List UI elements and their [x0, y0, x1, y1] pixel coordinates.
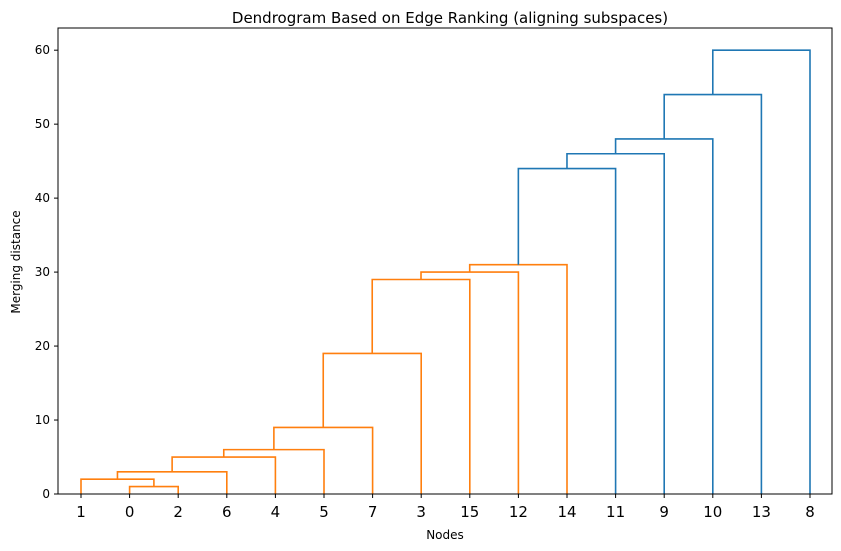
y-tick-label: 30: [35, 265, 50, 279]
plot-frame: [57, 27, 833, 495]
y-tick-label: 10: [35, 413, 50, 427]
x-tick-label: 0: [125, 503, 135, 521]
y-tick-label: 20: [35, 339, 50, 353]
x-tick-label: 11: [606, 503, 625, 521]
x-tick-label: 5: [319, 503, 329, 521]
y-tick-label: 60: [35, 43, 50, 57]
y-tick-label: 0: [42, 487, 50, 501]
dendrogram-link-3: [171, 456, 277, 494]
x-tick-label: 12: [509, 503, 528, 521]
dendrogram-links: [80, 49, 811, 494]
x-tick-label: 7: [368, 503, 378, 521]
x-tick-label: 10: [703, 503, 722, 521]
x-tick-label: 9: [659, 503, 669, 521]
x-tick-label: 15: [460, 503, 479, 521]
y-tick-label: 50: [35, 117, 50, 131]
dendrogram-link-0: [128, 485, 179, 494]
dendrogram-link-10: [517, 167, 617, 494]
dendrogram-link-2: [116, 471, 228, 494]
x-tick-label: 14: [557, 503, 576, 521]
x-axis-label: Nodes: [426, 528, 464, 542]
x-tick-label: 8: [805, 503, 815, 521]
y-axis-label: Merging distance: [9, 210, 23, 313]
chart-title: Dendrogram Based on Edge Ranking (aligni…: [232, 9, 668, 27]
x-tick-label: 4: [271, 503, 281, 521]
y-axis: 0 10 20 30 40 50 60: [35, 43, 58, 501]
dendrogram-link-5: [273, 426, 374, 494]
x-tick-label: 3: [416, 503, 426, 521]
x-tick-label: 1: [76, 503, 86, 521]
x-tick-label: 13: [752, 503, 771, 521]
dendrogram-link-14: [711, 49, 811, 494]
y-tick-label: 40: [35, 191, 50, 205]
x-tick-label: 2: [173, 503, 183, 521]
x-axis: 1 0 2 6 4 5 7 3 15 12 14 11 9 10 13 8: [76, 494, 815, 521]
x-tick-label: 6: [222, 503, 232, 521]
